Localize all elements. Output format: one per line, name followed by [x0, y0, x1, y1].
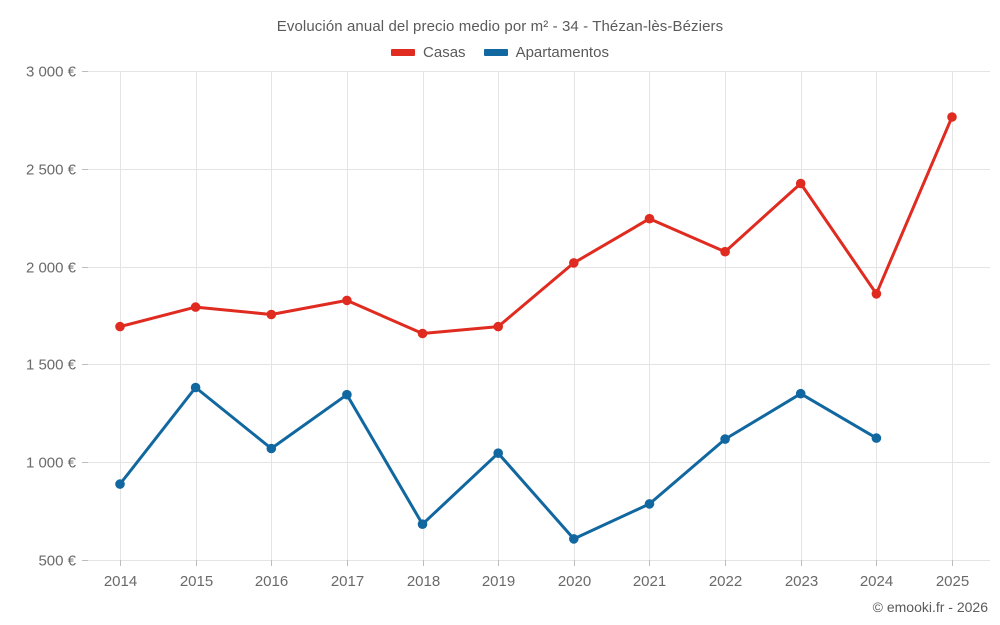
chart-title: Evolución anual del precio medio por m² …	[276, 18, 724, 35]
x-axis-label: 2019	[482, 573, 515, 590]
data-point-apartamentos[interactable]	[720, 434, 730, 444]
x-axis-label: 2021	[633, 573, 666, 590]
y-axis-label: 500 €	[38, 553, 76, 570]
data-point-casas[interactable]	[115, 321, 125, 332]
data-point-apartamentos[interactable]	[115, 479, 125, 489]
x-axis-label: 2014	[104, 573, 137, 590]
x-axis-label: 2018	[407, 573, 440, 590]
data-point-apartamentos[interactable]	[266, 443, 277, 454]
x-axis-label: 2024	[860, 573, 893, 590]
copyright-credit: © emooki.fr - 2026	[872, 599, 988, 615]
data-point-casas[interactable]	[795, 178, 806, 189]
data-point-apartamentos[interactable]	[342, 389, 352, 400]
x-axis-label: 2016	[255, 573, 288, 590]
data-point-apartamentos[interactable]	[190, 382, 201, 393]
legend-label-casas: Casas	[423, 44, 466, 61]
data-point-casas[interactable]	[417, 328, 428, 339]
x-axis-label: 2025	[936, 573, 969, 590]
data-point-apartamentos[interactable]	[871, 433, 882, 443]
y-axis-label: 2 000 €	[26, 260, 77, 277]
data-point-casas[interactable]	[266, 309, 277, 320]
y-axis-label: 3 000 €	[26, 64, 77, 81]
data-point-casas[interactable]	[720, 246, 730, 257]
x-axis-label: 2020	[558, 573, 591, 590]
x-axis-label: 2023	[785, 573, 818, 590]
y-axis-label: 1 000 €	[26, 455, 77, 472]
data-point-casas[interactable]	[947, 112, 957, 122]
chart-legend: Casas Apartamentos	[0, 44, 1000, 61]
data-point-casas[interactable]	[493, 321, 504, 332]
x-axis-label: 2015	[180, 573, 213, 590]
data-point-casas[interactable]	[190, 302, 201, 312]
data-point-casas[interactable]	[342, 295, 352, 306]
data-point-casas[interactable]	[871, 289, 882, 299]
legend-swatch-apartamentos	[483, 49, 508, 56]
series-line-casas	[118, 115, 954, 335]
y-axis-label: 2 500 €	[26, 162, 77, 179]
data-point-apartamentos[interactable]	[417, 519, 428, 529]
x-axis-label: 2017	[331, 573, 364, 590]
legend-label-apartamentos: Apartamentos	[515, 44, 609, 61]
y-axis-label: 1 500 €	[26, 357, 77, 374]
data-point-casas[interactable]	[569, 258, 579, 268]
data-point-apartamentos[interactable]	[569, 534, 579, 544]
data-point-casas[interactable]	[644, 213, 655, 224]
legend-item-casas[interactable]: Casas	[391, 44, 466, 61]
data-point-apartamentos[interactable]	[493, 448, 504, 459]
legend-item-apartamentos[interactable]: Apartamentos	[483, 44, 609, 61]
legend-swatch-casas	[391, 49, 416, 56]
data-point-apartamentos[interactable]	[644, 499, 655, 509]
data-point-apartamentos[interactable]	[795, 388, 806, 399]
x-axis-label: 2022	[709, 573, 742, 590]
